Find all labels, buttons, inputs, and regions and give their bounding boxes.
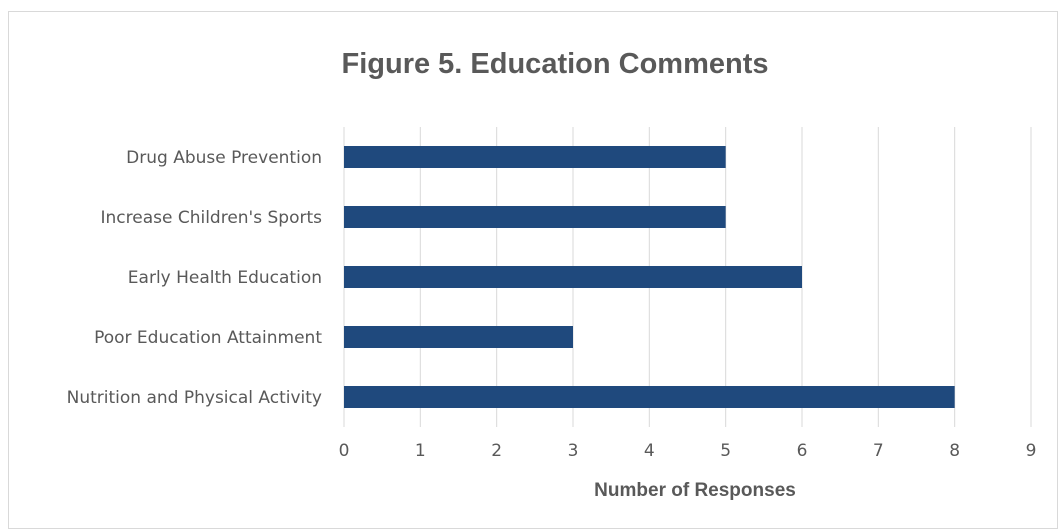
x-tick-4: 4 [644,441,655,461]
category-labels: Drug Abuse Prevention Increase Children's… [67,148,323,408]
bar-0 [344,146,726,168]
x-tick-2: 2 [491,441,502,461]
bar-4 [344,386,955,408]
bar-3 [344,326,573,348]
x-tick-3: 3 [568,441,579,461]
bar-2 [344,266,802,288]
x-tick-5: 5 [720,441,731,461]
x-tick-9: 9 [1026,441,1037,461]
x-tick-0: 0 [339,441,350,461]
x-tick-8: 8 [949,441,960,461]
x-tick-7: 7 [873,441,884,461]
x-tick-1: 1 [415,441,426,461]
x-tick-6: 6 [797,441,808,461]
category-label-0: Drug Abuse Prevention [126,148,322,168]
bar-1 [344,206,726,228]
category-label-4: Nutrition and Physical Activity [67,388,322,408]
category-label-1: Increase Children's Sports [100,208,322,228]
chart-title: Figure 5. Education Comments [342,48,769,80]
x-axis-title: Number of Responses [594,480,796,501]
bars [344,146,955,408]
chart-frame: Figure 5. Education Comments Drug Abuse … [8,11,1058,529]
category-label-2: Early Health Education [128,268,322,288]
chart-svg: Figure 5. Education Comments Drug Abuse … [67,48,1037,501]
category-label-3: Poor Education Attainment [94,328,322,348]
x-tick-labels: 0 1 2 3 4 5 6 7 8 9 [339,441,1037,461]
